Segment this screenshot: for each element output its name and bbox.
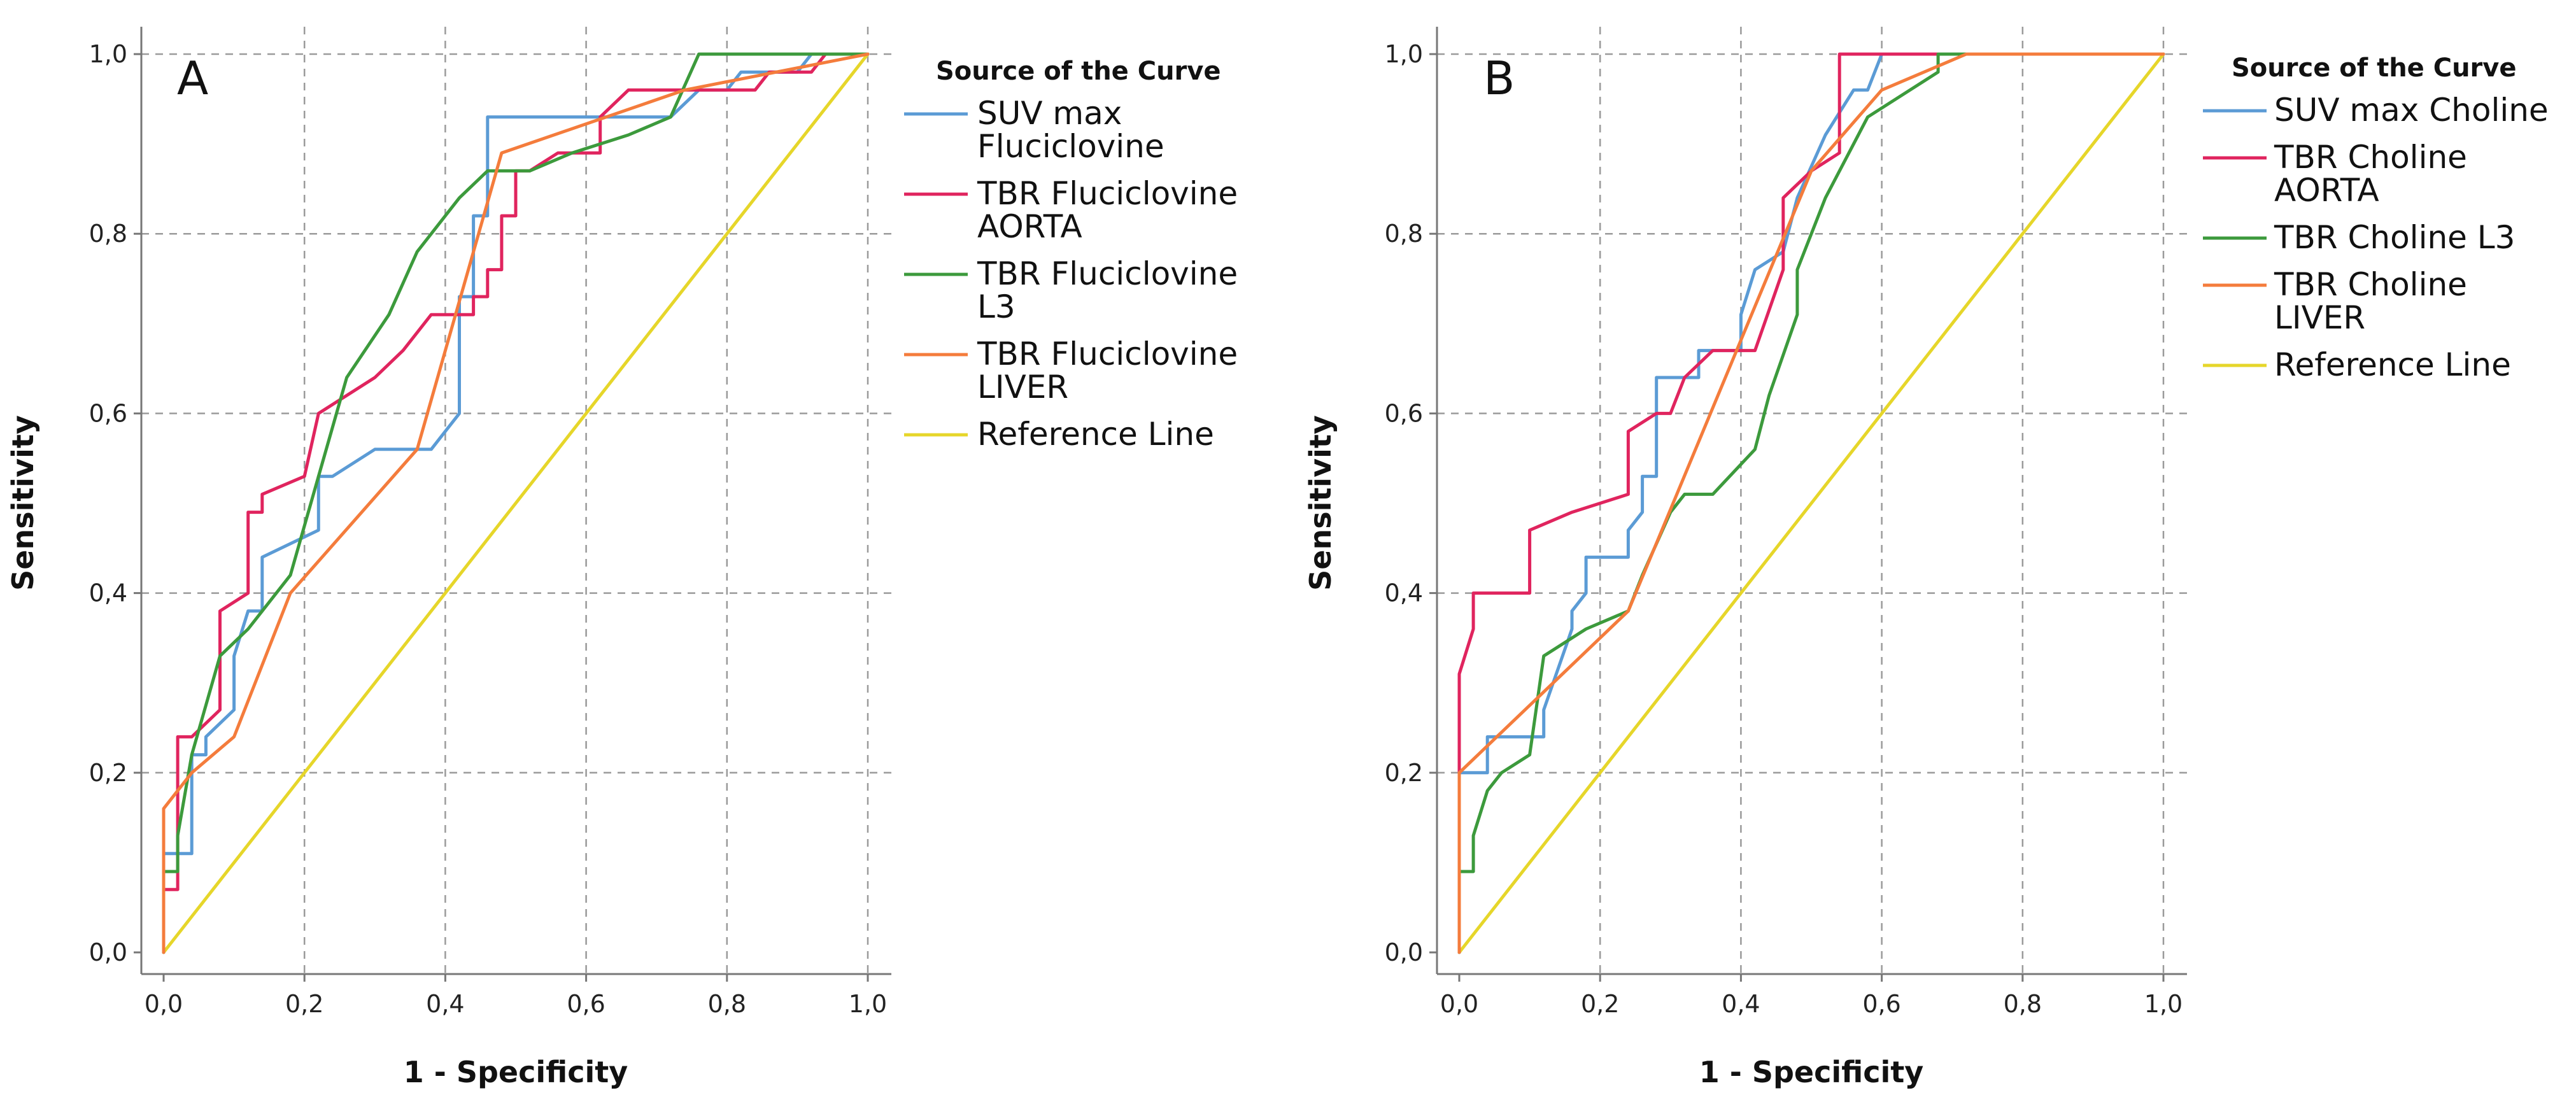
legend-label-tbr-choline-aorta: TBR Choline AORTA [2274, 139, 2467, 209]
y-tick-label: 0,0 [1385, 938, 1423, 966]
series-line-tbr-choline-liver [1457, 52, 2165, 954]
y-tick-label: 0,6 [89, 399, 127, 427]
legend-label-line: TBR Fluciclovine [977, 175, 1238, 212]
legend-label-suv-max-choline: SUV max Choline [2274, 92, 2549, 129]
legend-label-tbr-fluciclovine-liver: TBR Fluciclovine LIVER [977, 336, 1238, 406]
legend-title: Source of the Curve [2232, 53, 2516, 83]
legend-label-tbr-fluciclovine-l3: TBR Fluciclovine L3 [977, 255, 1238, 325]
legend-label-line: Reference Line [2274, 346, 2511, 383]
y-tick-label: 0,2 [89, 759, 127, 787]
x-tick-label: 1,0 [849, 990, 887, 1018]
legend-label-reference-line: Reference Line [977, 416, 1214, 453]
y-tick-label: 0,0 [89, 938, 127, 966]
x-tick-label: 1,0 [2144, 990, 2183, 1018]
legend-label-line: Fluciclovine [977, 128, 1164, 165]
legend-label-tbr-choline-l3: TBR Choline L3 [2274, 219, 2515, 256]
y-tick-label: 0,4 [1385, 579, 1423, 607]
legend-label-line: TBR Choline [2274, 139, 2467, 176]
legend-label-line: LIVER [2274, 299, 2365, 336]
series-line-tbr-fluciclovine-liver [162, 52, 870, 954]
x-tick-label: 0,4 [426, 990, 464, 1018]
series-line-tbr-fluciclovine-l3 [162, 52, 870, 954]
y-axis-title: Sensitivity [6, 415, 40, 591]
panel-b: 0,0 0,2 0,4 0,6 0,8 1,0 0,0 0,2 0,4 0,6 0,8 1,0 1 - … [1303, 27, 2549, 1089]
panel-a: 0,0 0,2 0,4 0,6 0,8 1,0 0,0 0,2 0,4 0,6 0,8 1,0 1 - … [6, 27, 1238, 1089]
x-tick-label: 0,0 [145, 990, 183, 1018]
legend-label-line: L3 [977, 288, 1016, 325]
y-tick-label: 0,4 [89, 579, 127, 607]
x-tick-label: 0,4 [1722, 990, 1760, 1018]
y-tick-label: 1,0 [1385, 40, 1423, 68]
x-tick-label: 0,2 [285, 990, 323, 1018]
legend-label-reference-line: Reference Line [2274, 346, 2511, 383]
series-line-suv-max-choline [1457, 52, 2165, 954]
x-tick-label: 0,8 [708, 990, 746, 1018]
y-tick-label: 0,8 [1385, 220, 1423, 248]
legend-label-line: AORTA [977, 208, 1082, 245]
x-tick-label: 0,8 [2004, 990, 2042, 1018]
legend-label-line: TBR Fluciclovine [977, 255, 1238, 292]
legend-label-line: SUV max [977, 95, 1122, 132]
legend-title: Source of the Curve [936, 57, 1221, 86]
panel-letter: A [177, 52, 208, 105]
panel-letter: B [1483, 52, 1515, 105]
legend-label-line: AORTA [2274, 172, 2379, 209]
legend-label-line: TBR Choline [2274, 266, 2467, 303]
series-line-tbr-choline-aorta [1457, 52, 2165, 954]
series-line-reference-line [162, 52, 870, 954]
legend-label-line: Reference Line [977, 416, 1214, 453]
y-tick-label: 0,2 [1385, 759, 1423, 787]
x-tick-label: 0,2 [1581, 990, 1619, 1018]
legend-label-tbr-fluciclovine-aorta: TBR Fluciclovine AORTA [977, 175, 1238, 245]
x-tick-label: 0,0 [1440, 990, 1478, 1018]
legend-label-suv-max-fluciclovine: SUV max Fluciclovine [977, 95, 1164, 165]
legend-label-line: TBR Fluciclovine [977, 336, 1238, 372]
legend-label-tbr-choline-liver: TBR Choline LIVER [2274, 266, 2467, 336]
y-tick-label: 1,0 [89, 40, 127, 68]
x-tick-label: 0,6 [1862, 990, 1900, 1018]
series-line-reference-line [1457, 52, 2165, 954]
legend-label-line: SUV max Choline [2274, 92, 2549, 129]
legend-label-line: TBR Choline L3 [2274, 219, 2515, 256]
legend-label-line: LIVER [977, 369, 1068, 406]
y-tick-label: 0,8 [89, 220, 127, 248]
y-axis-title: Sensitivity [1303, 415, 1338, 591]
x-axis-title: 1 - Specificity [1699, 1055, 1924, 1089]
x-tick-label: 0,6 [567, 990, 605, 1018]
y-tick-label: 0,6 [1385, 399, 1423, 427]
x-axis-title: 1 - Specificity [404, 1055, 628, 1089]
